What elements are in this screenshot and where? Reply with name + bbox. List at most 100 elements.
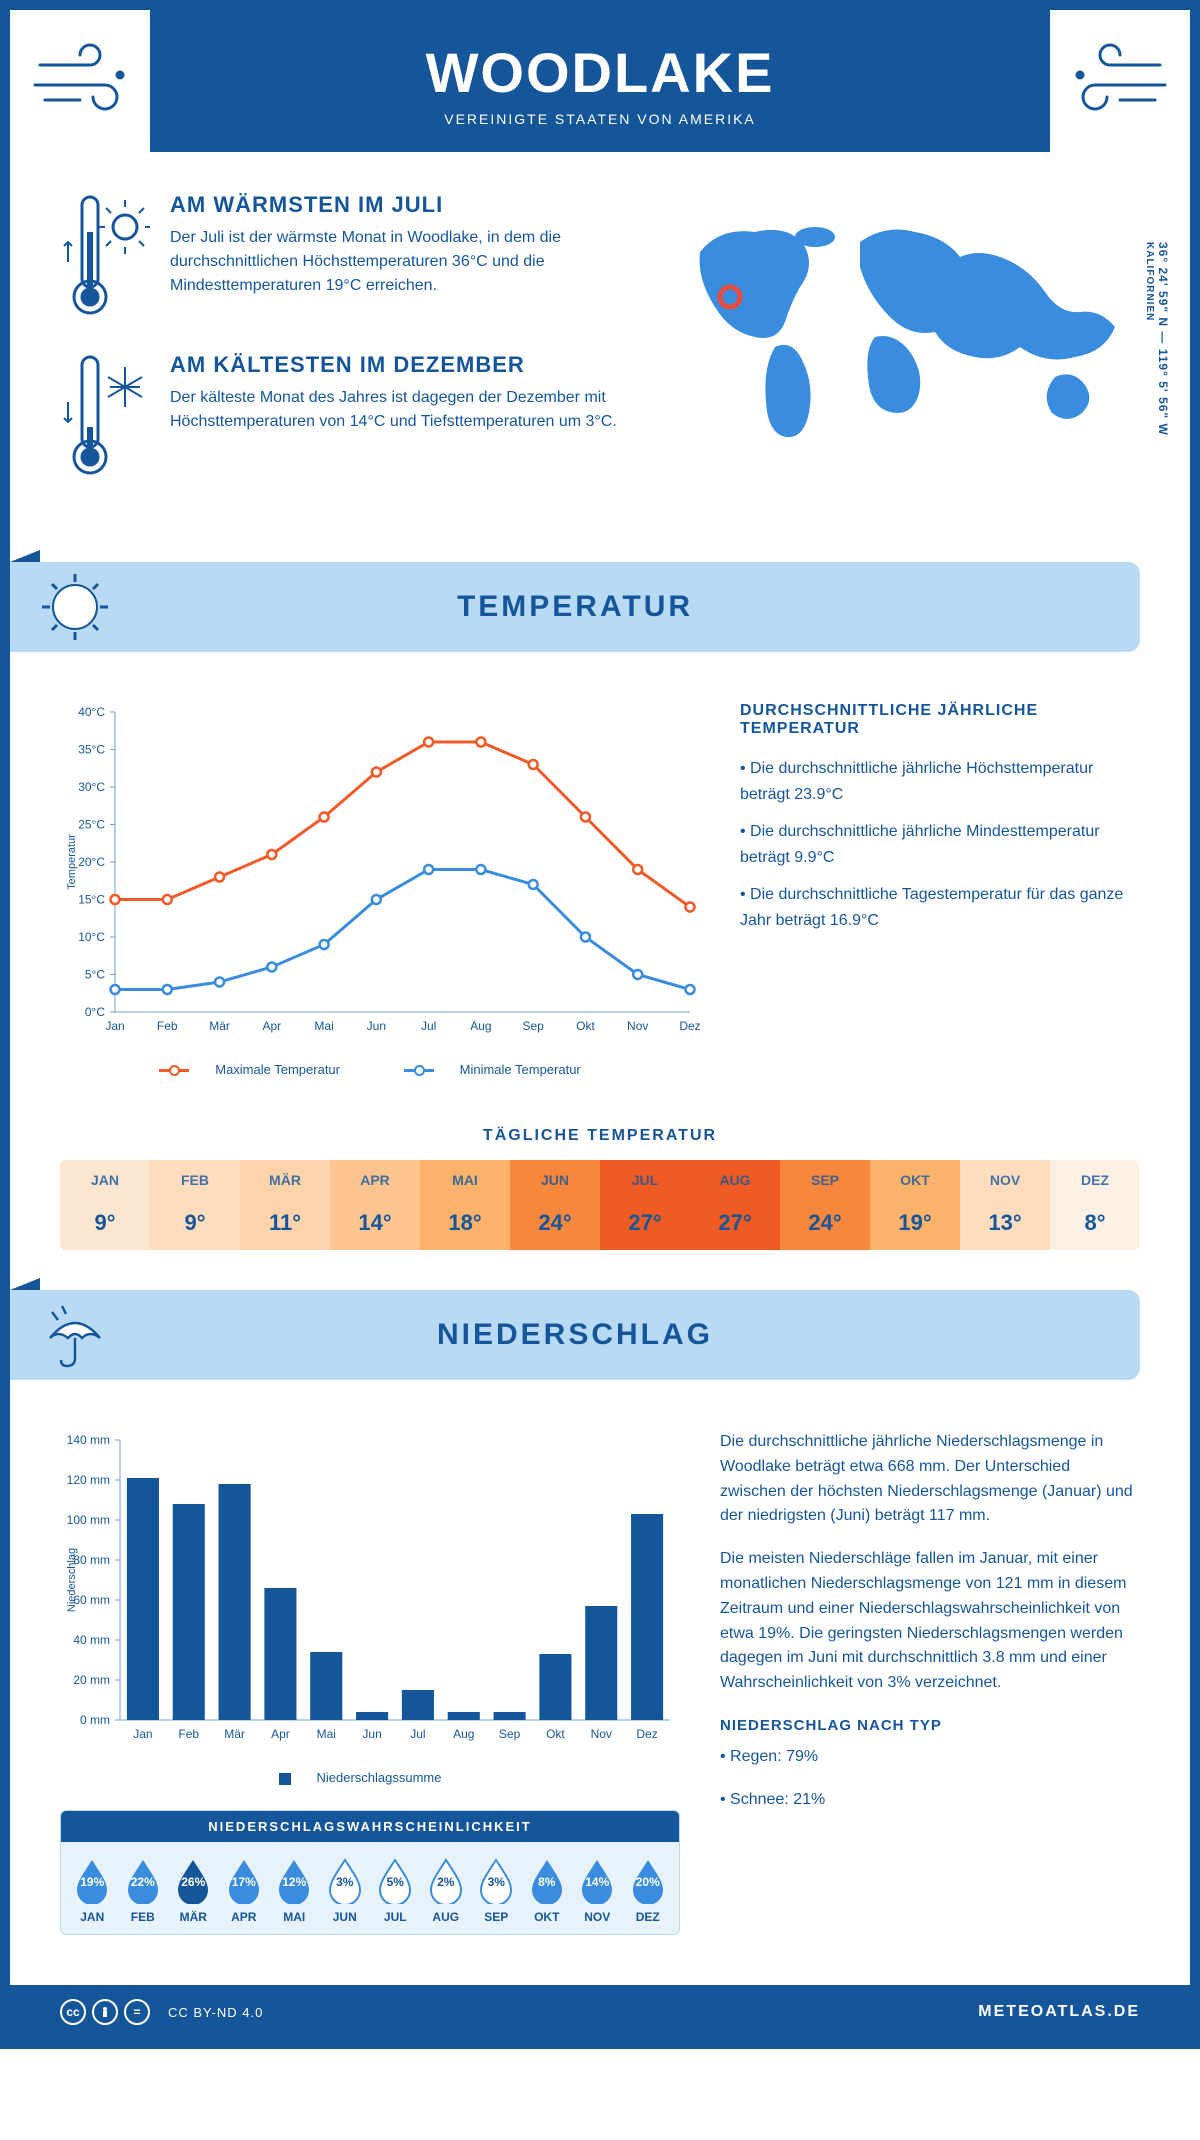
svg-text:20 mm: 20 mm <box>73 1673 110 1687</box>
daily-cell: MAI18° <box>420 1160 510 1250</box>
svg-text:Apr: Apr <box>262 1019 281 1033</box>
svg-text:30°C: 30°C <box>78 780 105 794</box>
daily-cell: AUG27° <box>690 1160 780 1250</box>
prob-cell: 19%JAN <box>67 1856 118 1924</box>
temp-bullets: • Die durchschnittliche jährliche Höchst… <box>740 756 1140 934</box>
temp-legend: Maximale Temperatur Minimale Temperatur <box>60 1062 700 1077</box>
svg-text:Nov: Nov <box>591 1727 612 1741</box>
svg-text:Jan: Jan <box>105 1019 124 1033</box>
footer: cc = CC BY-ND 4.0 METEOATLAS.DE <box>10 1985 1190 2039</box>
svg-text:Aug: Aug <box>470 1019 491 1033</box>
prob-cell: 17%APR <box>219 1856 270 1924</box>
prob-cell: 5%JUL <box>370 1856 421 1924</box>
precip-legend: Niederschlagssumme <box>60 1770 680 1785</box>
svg-text:Jul: Jul <box>421 1019 436 1033</box>
svg-text:100 mm: 100 mm <box>67 1513 110 1527</box>
warmest-text: Der Juli ist der wärmste Monat in Woodla… <box>170 226 630 298</box>
page-title: WOODLAKE <box>170 40 1030 105</box>
coldest-title: AM KÄLTESTEN IM DEZEMBER <box>170 352 630 378</box>
svg-text:Sep: Sep <box>523 1019 545 1033</box>
warmest-block: AM WÄRMSTEN IM JULI Der Juli ist der wär… <box>60 192 630 322</box>
svg-text:25°C: 25°C <box>78 818 105 832</box>
temp-side-title: DURCHSCHNITTLICHE JÄHRLICHE TEMPERATUR <box>740 702 1140 738</box>
coldest-text: Der kälteste Monat des Jahres ist dagege… <box>170 386 630 434</box>
wind-icon <box>30 40 150 120</box>
svg-text:60 mm: 60 mm <box>73 1593 110 1607</box>
svg-text:80 mm: 80 mm <box>73 1553 110 1567</box>
coldest-block: AM KÄLTESTEN IM DEZEMBER Der kälteste Mo… <box>60 352 630 482</box>
svg-text:Niederschlag: Niederschlag <box>66 1548 78 1612</box>
svg-text:Feb: Feb <box>157 1019 178 1033</box>
svg-text:35°C: 35°C <box>78 743 105 757</box>
svg-text:Mai: Mai <box>317 1727 336 1741</box>
svg-text:Okt: Okt <box>546 1727 565 1741</box>
warmest-title: AM WÄRMSTEN IM JULI <box>170 192 630 218</box>
daily-cell: APR14° <box>330 1160 420 1250</box>
svg-text:Mär: Mär <box>224 1727 245 1741</box>
svg-text:Sep: Sep <box>499 1727 521 1741</box>
precip-type-title: NIEDERSCHLAG NACH TYP <box>720 1714 1140 1737</box>
prob-cell: 22%FEB <box>118 1856 169 1924</box>
precip-types: • Regen: 79%• Schnee: 21% <box>720 1745 1140 1813</box>
daily-cell: NOV13° <box>960 1160 1050 1250</box>
precip-p1: Die durchschnittliche jährliche Niedersc… <box>720 1430 1140 1529</box>
daily-cell: SEP24° <box>780 1160 870 1250</box>
daily-temp-title: TÄGLICHE TEMPERATUR <box>10 1127 1190 1145</box>
daily-temp-grid: JAN9°FEB9°MÄR11°APR14°MAI18°JUN24°JUL27°… <box>60 1160 1140 1250</box>
svg-text:Jun: Jun <box>367 1019 386 1033</box>
temperature-line-chart: 0°C 5°C 10°C 15°C 20°C 25°C 30°C 35°C 40°C Jan Feb… <box>60 702 700 1042</box>
page-subtitle: VEREINIGTE STAATEN VON AMERIKA <box>170 111 1030 127</box>
daily-cell: DEZ8° <box>1050 1160 1140 1250</box>
svg-text:40°C: 40°C <box>78 705 105 719</box>
wind-icon <box>1050 40 1170 120</box>
daily-cell: JAN9° <box>60 1160 150 1250</box>
svg-text:Dez: Dez <box>636 1727 657 1741</box>
daily-cell: JUN24° <box>510 1160 600 1250</box>
prob-cell: 3%JUN <box>320 1856 371 1924</box>
svg-text:Temperatur: Temperatur <box>66 834 78 890</box>
header: WOODLAKE VEREINIGTE STAATEN VON AMERIKA <box>150 10 1050 152</box>
svg-text:40 mm: 40 mm <box>73 1633 110 1647</box>
prob-cell: 20%DEZ <box>623 1856 674 1924</box>
svg-text:Mai: Mai <box>314 1019 333 1033</box>
section-temperature: TEMPERATUR <box>10 562 1140 652</box>
svg-text:Jun: Jun <box>362 1727 381 1741</box>
section-precipitation: NIEDERSCHLAG <box>10 1290 1140 1380</box>
world-map <box>660 192 1140 452</box>
sun-icon <box>40 572 110 642</box>
coordinates: 36° 24' 59" N — 119° 5' 56" W KALIFORNIE… <box>1142 242 1170 512</box>
daily-cell: OKT19° <box>870 1160 960 1250</box>
svg-text:10°C: 10°C <box>78 930 105 944</box>
thermometer-cold-icon <box>60 352 150 482</box>
daily-cell: FEB9° <box>150 1160 240 1250</box>
footer-brand: METEOATLAS.DE <box>978 2003 1140 2021</box>
svg-text:Dez: Dez <box>679 1019 700 1033</box>
svg-text:Mär: Mär <box>209 1019 230 1033</box>
prob-cell: 14%NOV <box>572 1856 623 1924</box>
svg-text:15°C: 15°C <box>78 893 105 907</box>
precip-probability-box: NIEDERSCHLAGSWAHRSCHEINLICHKEIT 19%JAN22… <box>60 1810 680 1935</box>
by-icon <box>92 1999 118 2025</box>
umbrella-icon <box>40 1300 110 1370</box>
svg-text:0°C: 0°C <box>85 1005 105 1019</box>
daily-cell: MÄR11° <box>240 1160 330 1250</box>
svg-text:Aug: Aug <box>453 1727 474 1741</box>
svg-text:Jan: Jan <box>133 1727 152 1741</box>
svg-text:Okt: Okt <box>576 1019 595 1033</box>
prob-cell: 12%MAI <box>269 1856 320 1924</box>
svg-text:140 mm: 140 mm <box>67 1433 110 1447</box>
svg-text:20°C: 20°C <box>78 855 105 869</box>
svg-text:Jul: Jul <box>410 1727 425 1741</box>
daily-cell: JUL27° <box>600 1160 690 1250</box>
svg-text:0 mm: 0 mm <box>80 1713 110 1727</box>
svg-text:Feb: Feb <box>178 1727 199 1741</box>
svg-text:120 mm: 120 mm <box>67 1473 110 1487</box>
prob-cell: 26%MÄR <box>168 1856 219 1924</box>
precipitation-bar-chart: 0 mm 20 mm 40 mm 60 mm 80 mm 100 mm 120 mm 140 … <box>60 1430 680 1750</box>
svg-text:Nov: Nov <box>627 1019 648 1033</box>
thermometer-hot-icon <box>60 192 150 322</box>
prob-cell: 8%OKT <box>522 1856 573 1924</box>
precip-p2: Die meisten Niederschläge fallen im Janu… <box>720 1547 1140 1696</box>
svg-text:5°C: 5°C <box>85 968 105 982</box>
nd-icon: = <box>124 1999 150 2025</box>
